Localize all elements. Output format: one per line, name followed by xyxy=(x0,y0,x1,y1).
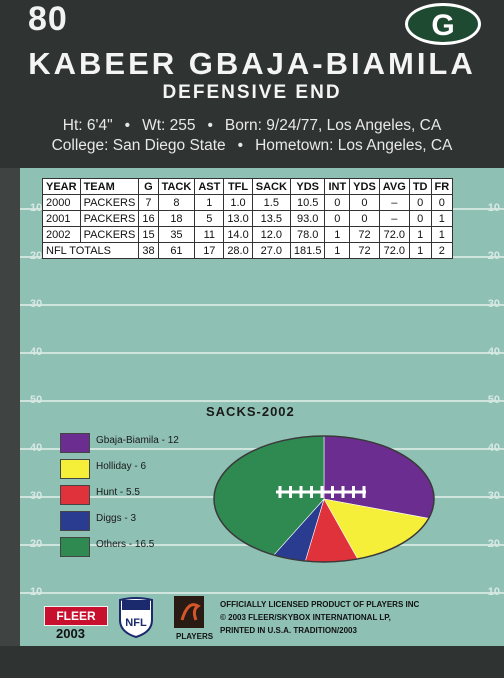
player-name: KABEER GBAJA-BIAMILA xyxy=(28,46,476,81)
legend-label: Hunt - 5.5 xyxy=(96,487,140,498)
yard-marker: 10 xyxy=(487,202,500,214)
stats-header-row: YEAR TEAM G TACK AST TFL SACK YDS INT YD… xyxy=(42,178,454,195)
table-row: 2001 PACKERS 16 18 5 13.0 13.5 93.0 0 0–0 1 xyxy=(42,210,454,227)
yard-marker: 40 xyxy=(30,442,43,454)
col-header: AVG xyxy=(378,178,410,195)
pie-slice xyxy=(323,498,434,562)
hometown-text: Hometown: Los Angeles, CA xyxy=(255,137,453,154)
col-header: YDS xyxy=(349,178,380,195)
football-pie-chart xyxy=(213,435,435,563)
yard-marker: 30 xyxy=(487,298,500,310)
players-label: PLAYERS xyxy=(176,632,214,641)
col-header: INT xyxy=(324,178,351,195)
col-header: TFL xyxy=(223,178,253,195)
yard-marker: 40 xyxy=(487,442,500,454)
college-text: College: San Diego State xyxy=(51,137,226,154)
packers-logo-icon: G xyxy=(405,3,481,45)
yard-marker: 30 xyxy=(487,490,500,502)
players-inc-logo-icon xyxy=(174,596,204,628)
legend-label: Diggs - 3 xyxy=(96,513,137,524)
legal-line: PRINTED IN U.S.A. TRADITION/2003 xyxy=(220,626,357,635)
yard-marker: 10 xyxy=(487,586,500,598)
col-header: TD xyxy=(408,178,432,195)
yard-line xyxy=(20,304,504,306)
pie-slice xyxy=(323,436,434,536)
born-text: Born: 9/24/77, Los Angeles, CA xyxy=(224,117,442,134)
legend-swatch xyxy=(60,485,90,505)
fleer-logo: FLEER xyxy=(44,606,108,626)
weight-text: Wt: 255 xyxy=(142,117,196,134)
col-header: AST xyxy=(194,178,225,195)
bio-line-1: Ht: 6'4" • Wt: 255 • Born: 9/24/77, Los Ange… xyxy=(0,117,504,135)
pie-slice xyxy=(214,498,325,562)
nfl-text: NFL xyxy=(125,617,147,629)
col-header: YDS xyxy=(289,178,326,195)
jersey-number: 80 xyxy=(28,0,68,38)
yard-marker: 10 xyxy=(30,202,43,214)
legend-swatch xyxy=(60,511,90,531)
yard-line xyxy=(20,352,504,354)
bullet: • xyxy=(237,137,244,154)
yard-marker: 50 xyxy=(487,394,500,406)
yard-marker: 50 xyxy=(30,394,43,406)
legend-label: Gbaja-Biamila - 12 xyxy=(96,435,179,446)
yard-marker: 30 xyxy=(30,490,43,502)
table-row: 2000 PACKERS 7 8 1 1.0 1.5 10.5 0 0–0 0 xyxy=(42,194,454,211)
yard-marker: 30 xyxy=(30,298,43,310)
legend-swatch xyxy=(60,459,90,479)
bullet: • xyxy=(124,117,131,134)
football-outline xyxy=(213,435,435,563)
nfl-shield-icon: NFL xyxy=(119,597,153,638)
col-header: SACK xyxy=(251,178,291,195)
card-year: 2003 xyxy=(56,626,85,641)
yard-marker: 40 xyxy=(487,346,500,358)
totals-row: NFL TOTALS 38 61 17 28.0 27.0 181.5 1 72 72.0 1 2 xyxy=(41,242,454,259)
legend-label: Holliday - 6 xyxy=(96,461,147,472)
legend-swatch xyxy=(60,537,90,557)
player-position: DEFENSIVE END xyxy=(162,82,342,103)
col-header: TEAM xyxy=(79,178,140,195)
chart-title: SACKS-2002 xyxy=(206,404,295,419)
yard-marker: 20 xyxy=(30,538,43,550)
yard-marker: 20 xyxy=(30,250,43,262)
yard-marker: 10 xyxy=(30,586,43,598)
height-text: Ht: 6'4" xyxy=(62,117,113,134)
yard-line xyxy=(20,592,504,594)
legal-line: OFFICIALLY LICENSED PRODUCT OF PLAYERS I… xyxy=(220,600,420,609)
bottom-strip xyxy=(0,646,504,678)
logo-letter: G xyxy=(431,9,454,42)
yard-marker: 20 xyxy=(487,538,500,550)
col-header: G xyxy=(138,178,159,195)
col-header: YEAR xyxy=(42,178,81,195)
legend-swatch xyxy=(60,433,90,453)
bio-line-2: College: San Diego State • Hometown: Los A… xyxy=(0,137,504,155)
col-header: TACK xyxy=(157,178,196,195)
yard-line xyxy=(20,400,504,402)
col-header: FR xyxy=(430,178,454,195)
stats-table: YEAR TEAM G TACK AST TFL SACK YDS INT YD… xyxy=(41,178,454,259)
yard-marker: 40 xyxy=(30,346,43,358)
yard-marker: 20 xyxy=(487,250,500,262)
legend-label: Others - 16.5 xyxy=(96,539,155,550)
table-row: 2002 PACKERS 15 35 11 14.0 12.0 78.0 1 72 72.0 1 1 xyxy=(42,226,454,243)
bullet: • xyxy=(207,117,213,134)
legal-line: © 2003 FLEER/SKYBOX INTERNATIONAL LP, xyxy=(220,613,391,622)
sideline xyxy=(0,168,20,646)
